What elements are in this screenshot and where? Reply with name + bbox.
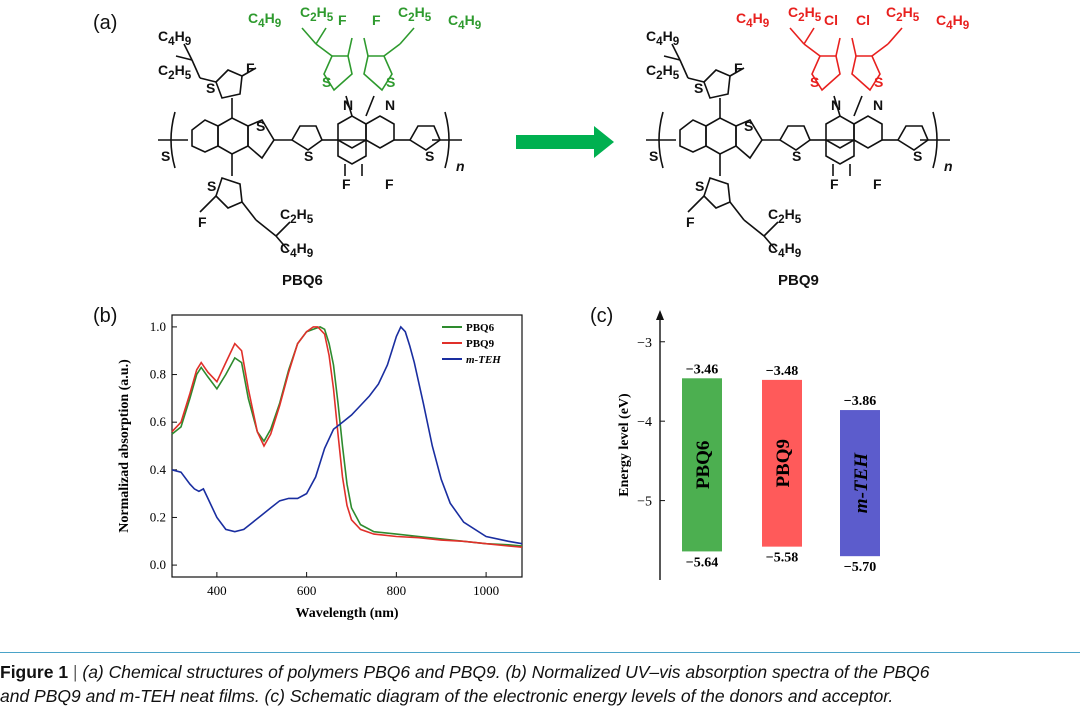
y-axis-label: Normalizad absorption (a.u.) (117, 359, 132, 533)
y-axis-label: Energy level (eV) (617, 393, 632, 497)
caption-separator: | (72, 662, 78, 682)
energy-level-chart: −3 −4 −5 Energy level (eV) −3.46 −5.64 PBQ6 −3… (617, 310, 880, 580)
plot-frame (171, 314, 523, 578)
energy-bar-pbq9 (762, 379, 802, 547)
chemical-structures (157, 27, 951, 251)
caption-text-2: and PBQ9 and m-TEH neat films. (c) Schem… (0, 686, 894, 706)
homo-lumo-bottom-label: −5.58 (766, 551, 798, 566)
transform-arrow (516, 126, 614, 158)
homo-lumo-top-label: −3.86 (844, 394, 876, 409)
x-tick-label: 1000 (473, 583, 499, 598)
homo-lumo-top-label: −3.48 (766, 364, 798, 379)
bar-name-label: PBQ6 (693, 441, 714, 490)
figure-caption: Figure 1 | (a) Chemical structures of po… (0, 660, 1080, 708)
bar-name-label: m-TEH (851, 452, 872, 513)
energy-bar-pbq6 (682, 378, 722, 552)
legend-label: PBQ9 (466, 338, 495, 350)
series-line-pbq9 (171, 326, 523, 548)
panel-label-c: (c) (590, 305, 614, 327)
series-line-m-teh (171, 325, 523, 545)
energy-axis-arrow (656, 310, 664, 320)
caption-figure-label: Figure 1 (0, 662, 69, 682)
y-tick-label: −3 (637, 336, 652, 351)
panel-label-a: (a) (93, 12, 118, 34)
pbq9-name: PBQ9 (778, 272, 819, 289)
y-tick-label: 0.4 (150, 462, 167, 477)
caption-divider (0, 652, 1080, 653)
x-tick-label: 800 (387, 583, 407, 598)
pbq6-name: PBQ6 (282, 272, 323, 289)
homo-lumo-bottom-label: −5.64 (686, 555, 718, 570)
x-axis-label: Wavelength (nm) (295, 606, 398, 621)
homo-lumo-top-label: −3.46 (686, 362, 718, 377)
homo-lumo-bottom-label: −5.70 (844, 560, 876, 575)
y-tick-label: 0.0 (150, 557, 166, 572)
caption-text-1: (a) Chemical structures of polymers PBQ6… (82, 662, 930, 682)
energy-bar-m-teh (840, 410, 880, 557)
y-tick-label: −4 (637, 415, 652, 430)
y-tick-label: 0.6 (150, 414, 167, 429)
legend-label: m-TEH (466, 354, 501, 366)
y-tick-label: −5 (637, 495, 652, 510)
series-line-pbq6 (171, 326, 523, 547)
absorption-spectra-chart: 400 600 800 1000 0.0 0.2 0.4 0.6 0.8 1.0 Wavelengt… (117, 314, 523, 621)
pbq9-chloro-sidechains (789, 27, 903, 91)
y-tick-label: 0.2 (150, 509, 166, 524)
x-tick-label: 600 (297, 583, 317, 598)
caption-line-2: and PBQ9 and m-TEH neat films. (c) Schem… (0, 684, 1080, 708)
pbq6-fluoro-sidechains (301, 27, 415, 91)
y-tick-label: 1.0 (150, 319, 166, 334)
x-tick-label: 400 (207, 583, 227, 598)
y-tick-label: 0.8 (150, 367, 166, 382)
panel-label-b: (b) (93, 305, 118, 327)
legend-label: PBQ6 (466, 322, 495, 334)
caption-line-1: Figure 1 | (a) Chemical structures of po… (0, 660, 1080, 684)
bar-name-label: PBQ9 (773, 439, 794, 488)
